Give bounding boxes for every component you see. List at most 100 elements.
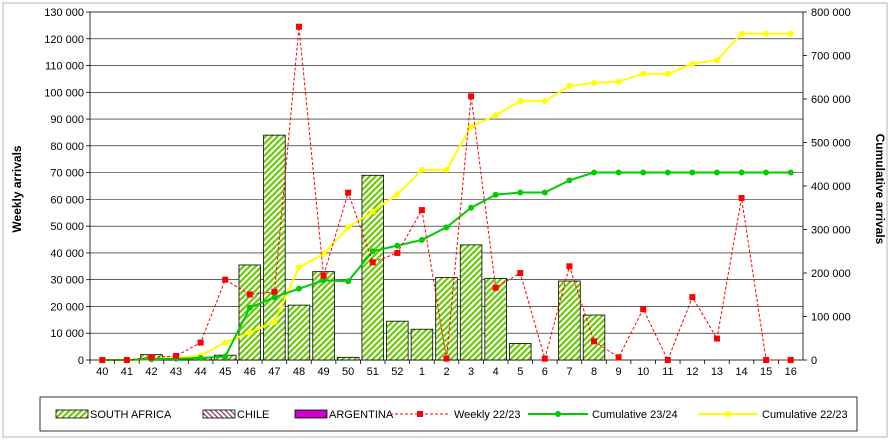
cumulative-22-23-point <box>369 208 376 215</box>
x-tick-label: 40 <box>96 366 108 378</box>
x-tick-label: 52 <box>391 366 403 378</box>
y-axis-left-title: Weekly arrivals <box>10 145 24 233</box>
cumulative-22-23-point <box>443 166 450 173</box>
bar-south-africa <box>435 277 458 361</box>
cumulative-22-23-point <box>468 123 475 130</box>
y-right-tick-label: 0 <box>811 355 817 367</box>
cumulative-23-24-point <box>787 169 794 176</box>
cumulative-23-24-point <box>197 355 204 362</box>
weekly-22-23-point <box>148 354 155 361</box>
bar-south-africa <box>484 277 507 361</box>
x-tick-label: 5 <box>517 366 523 378</box>
x-tick-label: 50 <box>342 366 354 378</box>
legend-cumulative-23-24-marker <box>555 411 561 417</box>
cumulative-22-23-point <box>738 30 745 37</box>
x-tick-label: 48 <box>293 366 305 378</box>
cumulative-23-24-point <box>345 278 352 285</box>
cumulative-22-23-point <box>222 339 229 346</box>
y-right-tick-label: 700 000 <box>811 51 851 63</box>
legend-argentina-label: ARGENTINA <box>329 409 394 421</box>
cumulative-23-24-point <box>443 224 450 231</box>
cumulative-23-24-point <box>566 177 573 184</box>
x-tick-label: 16 <box>785 366 797 378</box>
legend-argentina-swatch <box>294 409 328 419</box>
weekly-22-23-point <box>713 335 720 342</box>
cumulative-22-23-point <box>787 30 794 37</box>
weekly-22-23-point <box>763 357 770 363</box>
weekly-22-23-point <box>787 357 794 363</box>
cumulative-22-23-point <box>418 166 425 173</box>
bar-south-africa <box>361 174 384 361</box>
cumulative-23-24-point <box>517 189 524 196</box>
cumulative-23-24-point <box>246 304 253 311</box>
weekly-22-23-point <box>591 338 598 345</box>
bar-south-africa <box>312 271 335 361</box>
weekly-22-23-point <box>271 288 278 295</box>
cumulative-23-24-point <box>689 169 696 176</box>
cumulative-23-24-point <box>615 169 622 176</box>
x-tick-label: 12 <box>686 366 698 378</box>
line-layer <box>99 23 794 363</box>
bar-south-africa <box>509 343 532 361</box>
weekly-22-23-point <box>640 306 647 313</box>
cumulative-23-24-point <box>271 294 278 301</box>
weekly-22-23-point <box>369 259 376 266</box>
cumulative-23-24-point <box>640 169 647 176</box>
cumulative-23-24-point <box>320 277 327 284</box>
weekly-22-23-point <box>123 357 130 363</box>
cumulative-22-23-point <box>541 98 548 105</box>
x-tick-label: 10 <box>637 366 649 378</box>
cumulative-22-23-point <box>345 224 352 231</box>
x-tick-label: 1 <box>419 366 425 378</box>
weekly-22-23-point <box>492 284 499 291</box>
y-right-tick-label: 600 000 <box>811 94 851 106</box>
y-left-tick-label: 110 000 <box>45 61 84 73</box>
cumulative-23-24-point <box>369 248 376 255</box>
cumulative-23-24-point <box>468 204 475 211</box>
x-tick-label: 43 <box>170 366 182 378</box>
cumulative-22-23-point <box>640 70 647 77</box>
y-left-tick-label: 80 000 <box>50 141 84 153</box>
legend-cumulative-23-24-label: Cumulative 23/24 <box>592 409 678 421</box>
y-left-tick-label: 130 000 <box>44 7 84 19</box>
y-right-tick-label: 500 000 <box>811 138 851 150</box>
cumulative-23-24-point <box>295 285 302 292</box>
cumulative-23-24-point <box>763 169 770 176</box>
weekly-22-23-point <box>468 93 475 100</box>
weekly-22-23-point <box>615 354 622 361</box>
cumulative-23-24-point <box>418 236 425 243</box>
y-right-tick-label: 100 000 <box>811 312 851 324</box>
x-tick-label: 9 <box>616 366 622 378</box>
legend-south-africa-label: SOUTH AFRICA <box>90 409 172 421</box>
bar-south-africa <box>558 280 581 361</box>
cumulative-22-23-point <box>295 264 302 271</box>
cumulative-22-23-point <box>320 250 327 257</box>
y-left-tick-label: 30 000 <box>50 275 84 287</box>
cumulative-22-23-point <box>492 112 499 119</box>
legend-chile-label: CHILE <box>237 409 269 421</box>
cumulative-22-23-point <box>517 98 524 105</box>
x-tick-label: 15 <box>760 366 772 378</box>
weekly-22-23-point <box>517 270 524 276</box>
weekly-22-23-point <box>173 352 180 359</box>
x-tick-label: 41 <box>121 366 133 378</box>
cumulative-22-23-point <box>566 82 573 89</box>
x-tick-label: 13 <box>711 366 723 378</box>
weekly-22-23-point <box>246 291 253 298</box>
weekly-22-23-point <box>566 263 573 270</box>
x-tick-label: 3 <box>468 366 474 378</box>
bar-south-africa <box>336 356 360 361</box>
cumulative-23-24-point <box>664 169 671 176</box>
weekly-22-23-point <box>664 357 671 363</box>
x-tick-label: 49 <box>317 366 329 378</box>
weekly-22-23-point <box>345 189 352 196</box>
weekly-22-23-point <box>738 195 745 202</box>
weekly-22-23-point <box>394 249 401 256</box>
cumulative-23-24-point <box>492 191 499 198</box>
cumulative-22-23-point <box>689 60 696 67</box>
legend-cumulative-22-23-label: Cumulative 22/23 <box>762 409 848 421</box>
bar-south-africa <box>263 134 286 361</box>
y-left-tick-label: 60 000 <box>50 194 84 206</box>
